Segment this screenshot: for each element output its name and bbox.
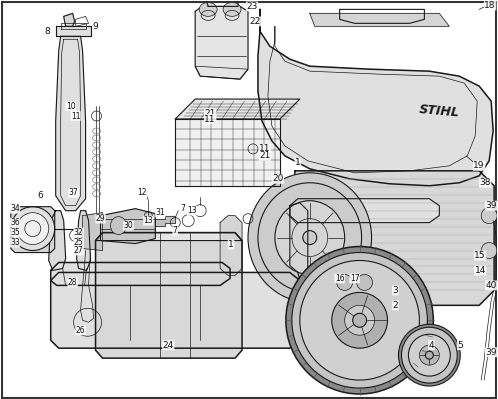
Text: 22: 22	[249, 17, 260, 26]
Ellipse shape	[353, 313, 367, 327]
Text: 14: 14	[475, 266, 486, 275]
Ellipse shape	[11, 207, 55, 251]
Ellipse shape	[419, 345, 439, 365]
Text: 12: 12	[137, 188, 147, 197]
Text: 11: 11	[259, 144, 271, 153]
Ellipse shape	[408, 334, 450, 376]
Text: 34: 34	[10, 204, 20, 213]
Text: 13: 13	[187, 206, 197, 215]
Text: 35: 35	[10, 228, 20, 237]
Ellipse shape	[481, 243, 497, 259]
Text: 31: 31	[155, 208, 165, 217]
Text: 6: 6	[38, 191, 44, 200]
Ellipse shape	[300, 261, 419, 380]
Polygon shape	[101, 209, 155, 243]
Polygon shape	[175, 119, 280, 186]
Polygon shape	[77, 211, 91, 271]
Text: 13: 13	[143, 216, 153, 225]
Text: 33: 33	[10, 238, 20, 247]
Text: 5: 5	[457, 341, 463, 350]
Text: 3: 3	[392, 286, 398, 295]
Polygon shape	[64, 14, 75, 26]
Polygon shape	[51, 263, 230, 285]
Polygon shape	[220, 215, 242, 275]
Text: 1: 1	[228, 240, 234, 249]
Polygon shape	[175, 99, 300, 119]
Ellipse shape	[337, 275, 353, 290]
Polygon shape	[155, 215, 175, 225]
Text: 20: 20	[272, 174, 283, 183]
Polygon shape	[290, 203, 308, 280]
Text: 10: 10	[66, 102, 76, 111]
Text: 21: 21	[205, 109, 216, 118]
Text: 17: 17	[350, 274, 360, 283]
Ellipse shape	[425, 351, 433, 359]
Text: 39: 39	[486, 348, 497, 357]
Ellipse shape	[332, 292, 387, 348]
Text: STIHL: STIHL	[418, 103, 460, 119]
Text: 32: 32	[74, 228, 84, 237]
Polygon shape	[310, 14, 449, 26]
Text: 7: 7	[173, 226, 178, 235]
Text: 37: 37	[69, 188, 79, 197]
Text: 16: 16	[335, 274, 345, 283]
Ellipse shape	[303, 231, 317, 245]
Text: 24: 24	[163, 341, 174, 350]
Ellipse shape	[481, 208, 497, 223]
Ellipse shape	[275, 201, 345, 275]
Text: 40: 40	[486, 281, 497, 290]
Polygon shape	[56, 36, 86, 211]
Text: 15: 15	[475, 251, 486, 260]
Text: 7: 7	[181, 204, 186, 213]
Text: 26: 26	[76, 326, 86, 335]
Text: 23: 23	[247, 2, 257, 11]
Text: 2: 2	[392, 301, 398, 310]
Text: 11: 11	[71, 111, 80, 120]
Ellipse shape	[398, 324, 460, 386]
Text: 21: 21	[259, 151, 270, 160]
Ellipse shape	[248, 173, 372, 302]
Text: 8: 8	[45, 27, 51, 36]
Ellipse shape	[223, 2, 241, 16]
Polygon shape	[11, 207, 55, 253]
Polygon shape	[56, 26, 91, 36]
Text: 25: 25	[74, 238, 84, 247]
Text: 39: 39	[486, 201, 497, 210]
Polygon shape	[51, 273, 300, 348]
Ellipse shape	[357, 275, 373, 290]
Text: 27: 27	[74, 246, 84, 255]
Text: 1: 1	[295, 158, 301, 167]
Text: 28: 28	[68, 278, 77, 287]
Ellipse shape	[401, 327, 457, 383]
Ellipse shape	[111, 217, 126, 235]
Text: 36: 36	[10, 218, 20, 227]
Polygon shape	[96, 233, 242, 241]
Ellipse shape	[199, 2, 217, 16]
Text: 9: 9	[93, 22, 99, 31]
Polygon shape	[83, 213, 103, 251]
Ellipse shape	[17, 213, 49, 245]
Polygon shape	[49, 211, 66, 271]
Text: 19: 19	[474, 161, 485, 170]
Text: 38: 38	[480, 178, 491, 187]
Ellipse shape	[292, 253, 427, 388]
Ellipse shape	[286, 247, 433, 394]
Text: 29: 29	[96, 214, 106, 223]
Polygon shape	[96, 233, 242, 358]
Polygon shape	[195, 6, 248, 79]
Text: 4: 4	[429, 341, 434, 350]
Polygon shape	[290, 199, 439, 223]
Polygon shape	[258, 10, 493, 186]
Text: 11: 11	[204, 115, 216, 124]
Ellipse shape	[345, 305, 374, 335]
Text: 18: 18	[485, 1, 496, 10]
Text: 30: 30	[124, 221, 133, 230]
Polygon shape	[295, 171, 494, 305]
